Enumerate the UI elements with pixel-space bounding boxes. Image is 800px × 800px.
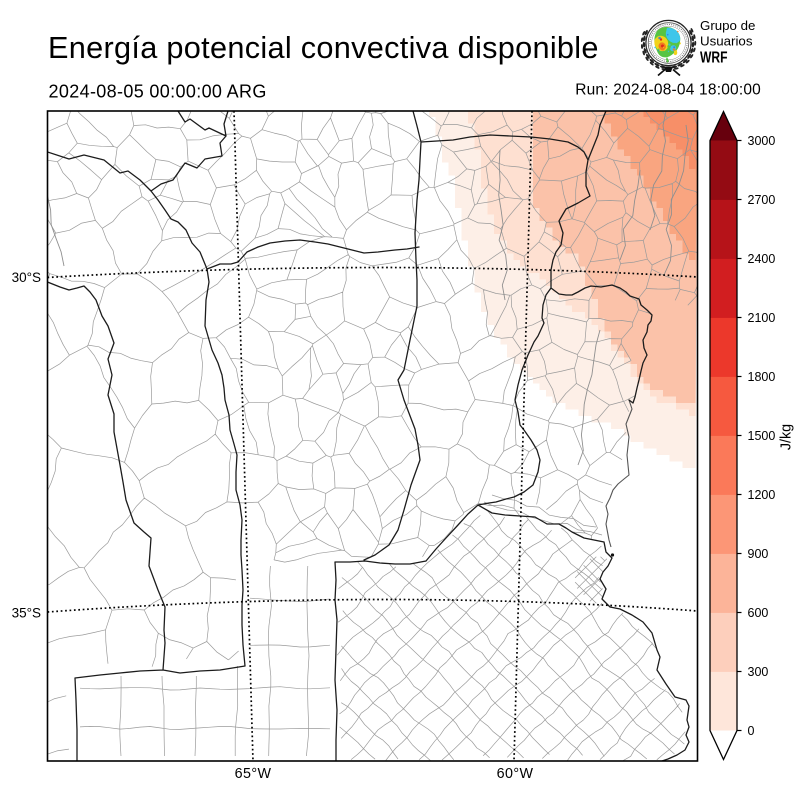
svg-text:WRF: WRF xyxy=(700,50,728,67)
svg-text:900: 900 xyxy=(748,547,769,561)
svg-text:Energía potencial convectiva d: Energía potencial convectiva disponible xyxy=(48,30,599,65)
svg-text:Usuarios: Usuarios xyxy=(700,34,753,49)
svg-text:J/kg: J/kg xyxy=(779,424,795,450)
svg-text:65°W: 65°W xyxy=(235,766,272,782)
svg-text:2400: 2400 xyxy=(748,252,776,266)
svg-text:1800: 1800 xyxy=(748,370,776,384)
svg-text:35°S: 35°S xyxy=(12,605,41,620)
svg-text:600: 600 xyxy=(748,606,769,620)
svg-text:Grupo de: Grupo de xyxy=(700,18,755,33)
svg-text:0: 0 xyxy=(748,724,755,738)
svg-text:2700: 2700 xyxy=(748,193,776,207)
svg-text:2024-08-05 00:00:00 ARG: 2024-08-05 00:00:00 ARG xyxy=(49,82,267,102)
svg-text:3000: 3000 xyxy=(748,134,776,148)
svg-text:1200: 1200 xyxy=(748,488,776,502)
svg-text:1500: 1500 xyxy=(748,429,776,443)
svg-text:300: 300 xyxy=(748,665,769,679)
svg-text:Run: 2024-08-04 18:00:00: Run: 2024-08-04 18:00:00 xyxy=(575,82,761,99)
svg-text:30°S: 30°S xyxy=(12,270,41,285)
svg-text:60°W: 60°W xyxy=(497,766,534,782)
svg-text:2100: 2100 xyxy=(748,311,776,325)
